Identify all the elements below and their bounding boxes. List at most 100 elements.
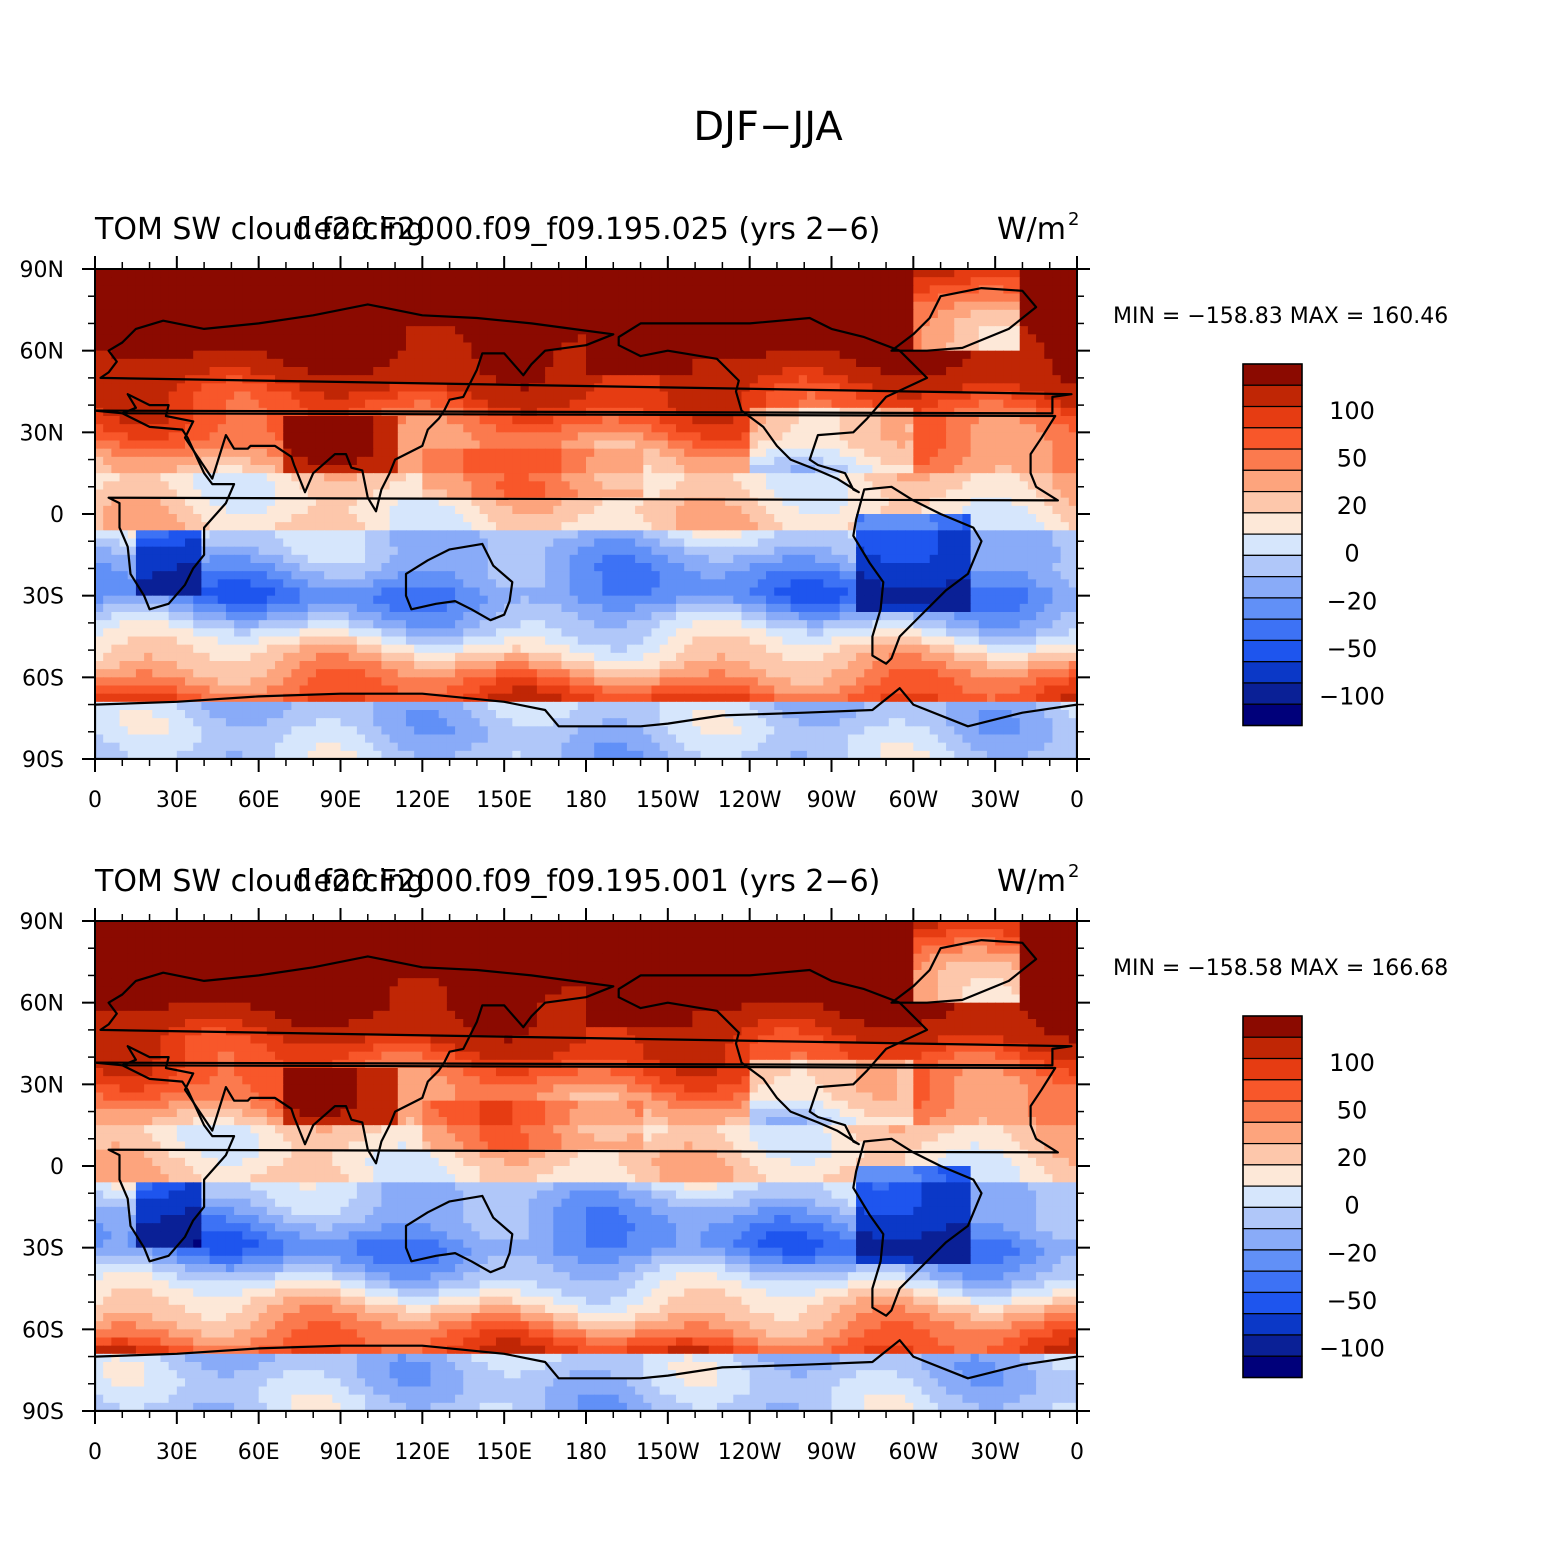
colorbar-box (1243, 1356, 1302, 1377)
colorbar-box (1243, 1229, 1302, 1250)
colorbar-box (1243, 449, 1302, 470)
x-tick-label: 90W (807, 788, 857, 813)
colorbar-box (1243, 1037, 1302, 1058)
y-tick-label: 0 (50, 503, 64, 528)
x-tick-label: 30E (156, 788, 198, 813)
y-tick-label: 60S (22, 666, 64, 691)
colorbar-box (1243, 662, 1302, 683)
panel-center-title: f.e20.F2000.f09_f09.195.001 (yrs 2−6) (296, 864, 881, 899)
colorbar-box (1243, 407, 1302, 428)
colorbar-box (1243, 555, 1302, 576)
x-tick-label: 150W (636, 1440, 700, 1465)
y-tick-label: 90S (22, 1400, 64, 1425)
colorbar-box (1243, 364, 1302, 385)
colorbar-label: −20 (1327, 1239, 1378, 1267)
colorbar-box (1243, 534, 1302, 555)
colorbar-label: −20 (1327, 587, 1378, 615)
y-tick-label: 60S (22, 1318, 64, 1343)
panel-units-exponent: 2 (1068, 861, 1079, 882)
x-tick-label: 0 (1070, 1440, 1084, 1465)
x-tick-label: 120W (718, 1440, 782, 1465)
colorbar-box (1243, 492, 1302, 513)
colorbar-box (1243, 1186, 1302, 1207)
colorbar-box (1243, 1101, 1302, 1122)
colorbar-box (1243, 1314, 1302, 1335)
figure-title: DJF−JJA (693, 104, 843, 150)
colorbar-label: −100 (1319, 1334, 1385, 1362)
x-tick-label: 120E (394, 1440, 450, 1465)
y-tick-label: 30N (20, 1073, 64, 1098)
x-tick-label: 120E (394, 788, 450, 813)
x-tick-label: 0 (88, 1440, 102, 1465)
colorbar-label: −50 (1327, 635, 1378, 663)
colorbar-box (1243, 577, 1302, 598)
colorbar-box (1243, 1335, 1302, 1356)
colorbar-label: 0 (1344, 1192, 1359, 1220)
x-tick-label: 30E (156, 1440, 198, 1465)
x-tick-label: 60W (888, 788, 938, 813)
colorbar-box (1243, 640, 1302, 661)
panel-min-max: MIN = −158.58 MAX = 166.68 (1113, 956, 1448, 981)
x-tick-label: 180 (565, 788, 607, 813)
y-tick-label: 0 (50, 1155, 64, 1180)
y-tick-label: 90S (22, 748, 64, 773)
x-tick-label: 180 (565, 1440, 607, 1465)
colorbar-label: 0 (1344, 540, 1359, 568)
colorbar: 100 50 20 0 −20 −50 −100 (1243, 364, 1385, 726)
y-tick-label: 90N (20, 910, 64, 935)
y-tick-label: 60N (20, 992, 64, 1017)
colorbar-box (1243, 619, 1302, 640)
colorbar-label: 50 (1337, 1097, 1368, 1125)
y-tick-label: 30S (22, 1237, 64, 1262)
colorbar-box (1243, 385, 1302, 406)
colorbar-label: 100 (1329, 397, 1375, 425)
colorbar-box (1243, 1207, 1302, 1228)
x-tick-label: 30W (970, 788, 1020, 813)
colorbar-box (1243, 1292, 1302, 1313)
y-tick-label: 30S (22, 585, 64, 610)
colorbar-label: −100 (1319, 682, 1385, 710)
colorbar-box (1243, 1059, 1302, 1080)
x-tick-label: 150W (636, 788, 700, 813)
colorbar-label: 20 (1337, 1144, 1368, 1172)
x-tick-label: 150E (476, 788, 532, 813)
colorbar-box (1243, 1080, 1302, 1101)
x-tick-label: 0 (88, 788, 102, 813)
colorbar-box (1243, 704, 1302, 725)
y-tick-label: 60N (20, 340, 64, 365)
colorbar-box (1243, 428, 1302, 449)
x-tick-label: 60E (238, 1440, 280, 1465)
x-tick-label: 90E (320, 1440, 362, 1465)
colorbar-box (1243, 1122, 1302, 1143)
panel-units: W/m (997, 212, 1066, 247)
colorbar-label: 20 (1337, 492, 1368, 520)
x-tick-label: 30W (970, 1440, 1020, 1465)
panel-units: W/m (997, 864, 1066, 899)
panel-min-max: MIN = −158.83 MAX = 160.46 (1113, 304, 1448, 329)
colorbar-box (1243, 683, 1302, 704)
colorbar-box (1243, 1144, 1302, 1165)
colorbar-label: −50 (1327, 1287, 1378, 1315)
panel-center-title: f.e20.F2000.f09_f09.195.025 (yrs 2−6) (296, 212, 881, 247)
colorbar-box (1243, 513, 1302, 534)
panel-units-exponent: 2 (1068, 209, 1079, 230)
colorbar-box (1243, 1250, 1302, 1271)
x-tick-label: 150E (476, 1440, 532, 1465)
field-contours (95, 921, 1078, 1412)
colorbar-box (1243, 1016, 1302, 1037)
x-tick-label: 90W (807, 1440, 857, 1465)
x-tick-label: 120W (718, 788, 782, 813)
colorbar-box (1243, 598, 1302, 619)
colorbar-box (1243, 1271, 1302, 1292)
y-tick-label: 30N (20, 421, 64, 446)
x-tick-label: 60W (888, 1440, 938, 1465)
colorbar-box (1243, 1165, 1302, 1186)
x-tick-label: 60E (238, 788, 280, 813)
x-tick-label: 0 (1070, 788, 1084, 813)
colorbar-box (1243, 470, 1302, 491)
colorbar-label: 50 (1337, 445, 1368, 473)
